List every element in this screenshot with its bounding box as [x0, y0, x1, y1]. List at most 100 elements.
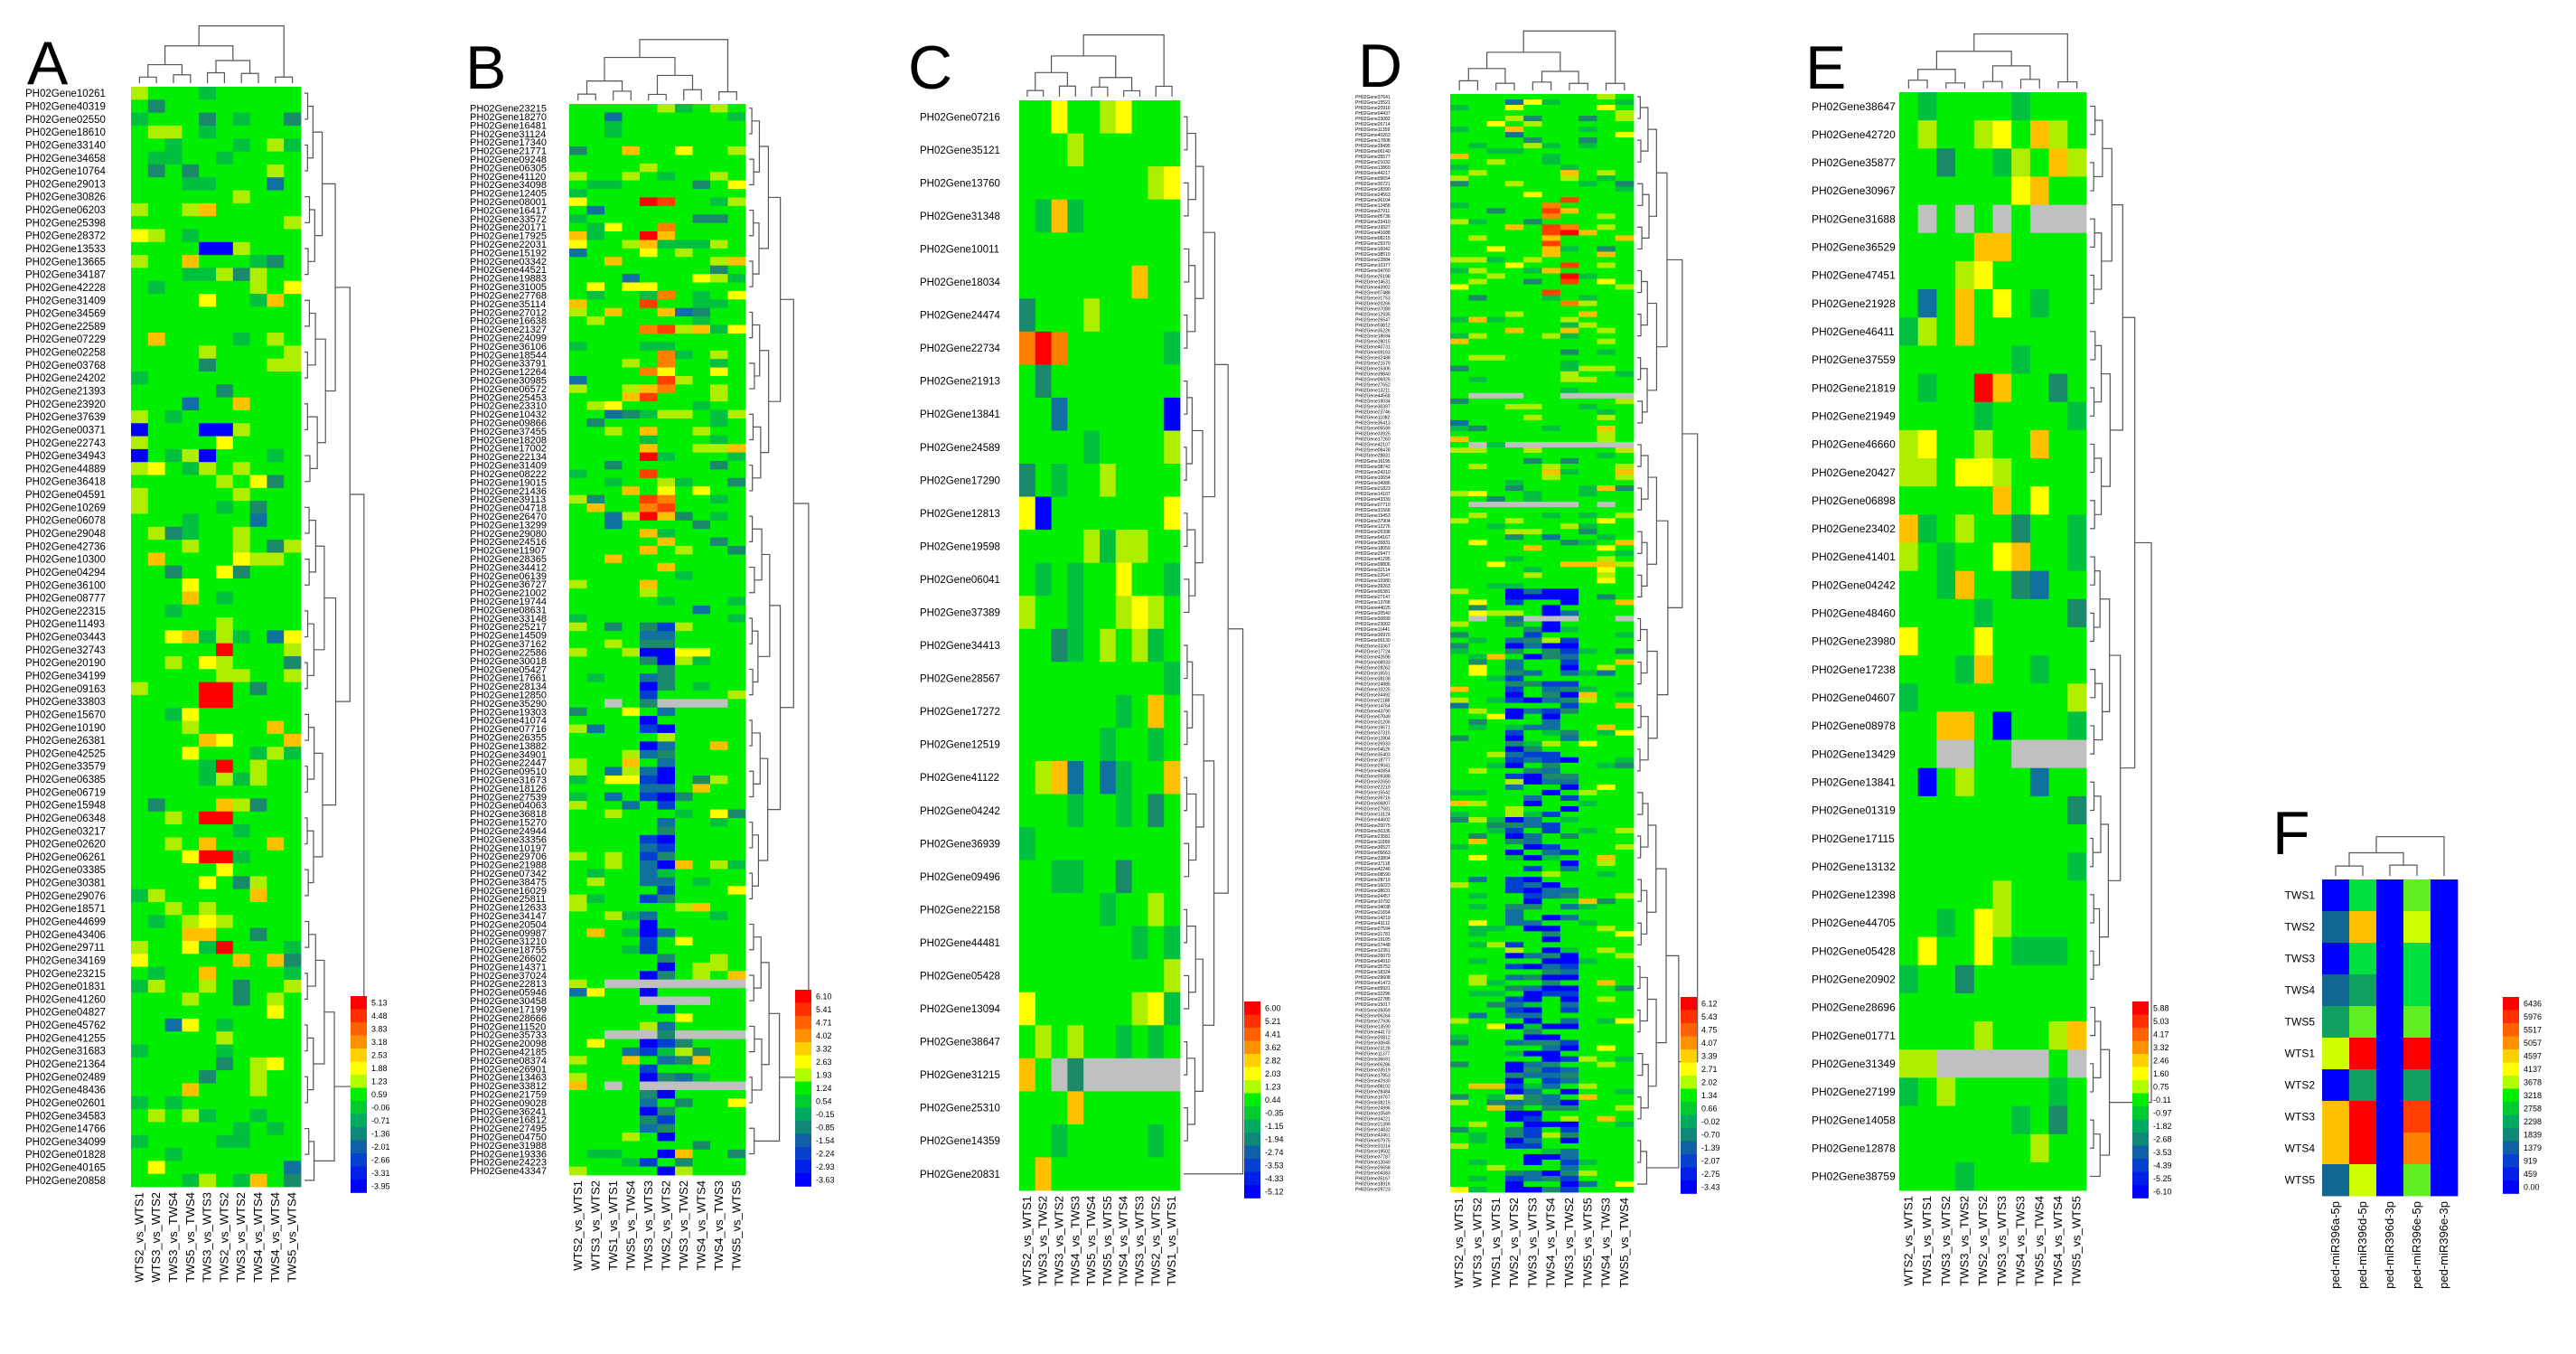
heatmap-cell	[1083, 662, 1101, 696]
heatmap-cell	[640, 231, 658, 240]
heatmap-cell	[1468, 99, 1487, 106]
heatmap-cell	[1468, 398, 1487, 405]
heatmap-cell	[1504, 295, 1524, 301]
heatmap-cell	[1541, 1056, 1561, 1063]
heatmap-cell	[1504, 333, 1524, 340]
heatmap-cell	[1486, 257, 1506, 263]
heatmap-cell	[692, 1039, 711, 1048]
heatmap-cell	[1523, 403, 1542, 410]
legend-label: -2.66	[371, 1155, 390, 1164]
heatmap-cell	[1615, 572, 1635, 578]
heatmap-cell	[675, 724, 693, 734]
heatmap-cell	[182, 448, 200, 463]
heatmap-cell	[604, 350, 623, 360]
heatmap-cell	[1067, 596, 1084, 630]
heatmap-cell	[1578, 795, 1597, 802]
heatmap-cell	[1504, 773, 1524, 780]
heatmap-cell	[1100, 166, 1117, 201]
heatmap-cell	[727, 664, 746, 674]
heatmap-cell	[727, 741, 746, 751]
heatmap-cell	[131, 824, 149, 838]
heatmap-cell	[692, 707, 711, 717]
heatmap-cell	[1083, 760, 1101, 795]
heatmap-cell	[164, 798, 183, 813]
heatmap-cell	[1486, 898, 1506, 905]
heatmap-cell	[1450, 387, 1469, 394]
heatmap-cell	[604, 129, 623, 139]
heatmap-cell	[1578, 594, 1597, 600]
heatmap-cell	[164, 190, 183, 204]
heatmap-cell	[216, 319, 234, 334]
heatmap-cell	[1578, 430, 1597, 437]
heatmap-cell	[147, 1095, 165, 1110]
row-label: PH02Gene42185	[470, 1047, 547, 1058]
heatmap-cell	[1486, 1088, 1506, 1095]
heatmap-cell	[1450, 545, 1469, 551]
heatmap-cell	[1504, 300, 1524, 306]
heatmap-cell	[1560, 273, 1579, 279]
heatmap-cell	[232, 992, 250, 1006]
heatmap-cell	[1067, 959, 1084, 993]
heatmap-cell	[569, 792, 587, 802]
heatmap-cell	[1131, 794, 1148, 828]
heatmap-cell	[267, 1148, 285, 1161]
heatmap-cell	[1131, 464, 1148, 497]
heatmap-cell	[622, 1064, 641, 1074]
heatmap-cell	[604, 1056, 623, 1066]
heatmap-cell	[1486, 240, 1506, 247]
heatmap-cell	[1067, 331, 1084, 365]
heatmap-cell	[1597, 833, 1616, 840]
heatmap-cell	[1486, 1186, 1506, 1193]
heatmap-cell	[1486, 94, 1506, 100]
heatmap-cell	[1597, 648, 1616, 654]
heatmap-cell	[182, 371, 200, 385]
heatmap-cell	[1597, 740, 1616, 748]
heatmap-cell	[267, 384, 285, 399]
heatmap-cell	[657, 1047, 676, 1057]
heatmap-cell	[1019, 133, 1036, 167]
heatmap-cell	[199, 540, 217, 553]
heatmap-cell	[182, 1134, 200, 1149]
heatmap-cell	[1615, 1012, 1635, 1019]
heatmap-cell	[727, 512, 746, 522]
dendrogram-branch	[138, 76, 157, 83]
heatmap-cell	[586, 1141, 605, 1151]
heatmap-cell	[1578, 942, 1597, 948]
heatmap-cell	[1578, 691, 1597, 699]
heatmap-cell	[1164, 662, 1181, 696]
heatmap-cell	[1578, 192, 1597, 198]
heatmap-cell	[640, 477, 658, 487]
heatmap-cell	[1019, 199, 1036, 233]
heatmap-cell	[569, 427, 587, 437]
heatmap-cell	[622, 792, 641, 802]
heatmap-cell	[1578, 980, 1597, 986]
heatmap-cell	[1597, 99, 1616, 106]
heatmap-cell	[1541, 1050, 1561, 1058]
heatmap-cell	[1560, 316, 1579, 324]
heatmap-cell	[727, 494, 746, 504]
heatmap-cell	[1541, 257, 1561, 263]
heatmap-cell	[1615, 1077, 1635, 1085]
heatmap-cell	[622, 299, 641, 309]
heatmap-cell	[657, 1013, 676, 1023]
heatmap-cell	[1615, 795, 1635, 802]
heatmap-cell	[1541, 719, 1561, 726]
row-label: PH02Gene06348	[25, 813, 106, 824]
heatmap-cell	[675, 546, 693, 555]
heatmap-cell	[182, 772, 200, 786]
heatmap-cell	[1597, 1175, 1616, 1182]
legend-label: 3.18	[371, 1038, 388, 1047]
heatmap-cell	[1486, 839, 1506, 845]
heatmap-cell	[569, 851, 587, 861]
heatmap-cell	[657, 1064, 676, 1074]
heatmap-cell	[284, 526, 302, 541]
heatmap-cell	[675, 945, 693, 954]
heatmap-cell	[1468, 724, 1487, 731]
heatmap-cell	[622, 894, 641, 904]
heatmap-cell	[147, 1173, 165, 1188]
heatmap-cell	[604, 1158, 623, 1167]
heatmap-cell	[1523, 132, 1542, 138]
heatmap-cell	[1541, 784, 1561, 791]
heatmap-cell	[640, 647, 658, 657]
heatmap-cell	[164, 462, 183, 475]
